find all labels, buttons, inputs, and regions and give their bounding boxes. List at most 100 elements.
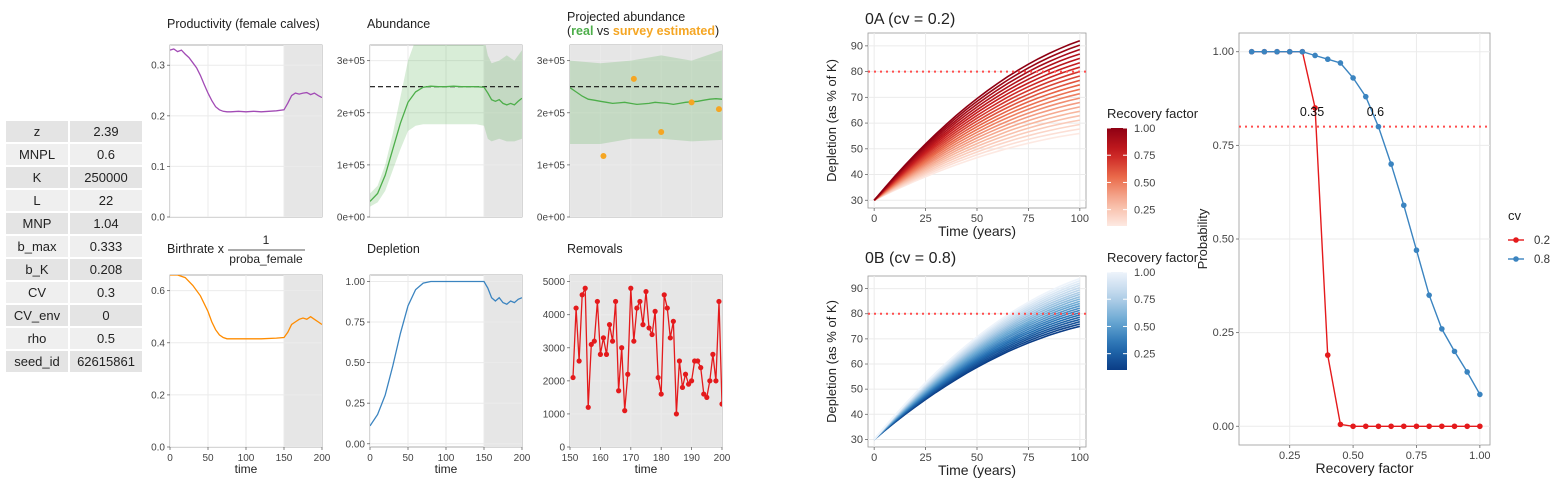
param-value: 62615861 (70, 351, 142, 374)
series-line (170, 48, 322, 113)
y-axis-label: Probability (1195, 208, 1210, 269)
confidence-band (370, 45, 522, 207)
recovery-curve (873, 123, 1080, 201)
param-name: CV (6, 282, 70, 305)
data-point (1464, 369, 1470, 375)
y-tick-label: 80 (851, 66, 863, 78)
survey-point (600, 153, 607, 160)
data-point (664, 305, 670, 311)
chart-birthrate: 0.0 0.2 0.4 0.6 0 50 100 150 200 time Birthrate x 1… (151, 233, 331, 476)
data-point (1299, 48, 1306, 55)
legend-tick-label: 0.50 (1134, 321, 1155, 333)
threshold-annotation: 0.35 (1300, 105, 1324, 119)
data-point (701, 391, 707, 397)
confidence-band (570, 50, 722, 145)
data-point (676, 358, 683, 364)
subtitle-part: survey estimated (613, 24, 715, 38)
chart-title: Productivity (female calves) (167, 17, 320, 31)
data-point (661, 292, 667, 298)
y-tick-label: 0.25 (1213, 327, 1234, 339)
data-point (1451, 423, 1458, 430)
data-point (625, 371, 631, 377)
data-point (588, 341, 594, 348)
gridlines (570, 275, 722, 447)
x-tick-label: 0 (167, 453, 173, 464)
legend-entry-label: 0.8 (1534, 254, 1550, 266)
x-tick-label: 200 (714, 453, 731, 464)
x-tick-label: 170 (622, 453, 639, 464)
x-axis-label: Time (years) (938, 462, 1016, 478)
x-tick-label: 50 (971, 213, 983, 225)
data-point (1400, 423, 1407, 430)
data-point (1312, 52, 1318, 59)
data-point (1388, 423, 1394, 430)
recovery-curve (873, 92, 1080, 201)
y-tick-label: 60 (851, 359, 863, 371)
param-value: 0 (70, 305, 142, 328)
plot-content (370, 280, 522, 427)
data-point (1350, 75, 1356, 81)
recovery-curve (873, 119, 1080, 201)
data-point (707, 378, 713, 384)
y-tick-label: 0.25 (346, 399, 366, 410)
legend-tick-label: 0.25 (1134, 349, 1155, 361)
data-point (576, 358, 582, 364)
x-tick-label: 100 (438, 453, 455, 464)
y-tick-label: 1e+05 (537, 160, 566, 171)
x-tick-label: 25 (919, 452, 931, 464)
colorbar (1107, 128, 1127, 226)
data-point (628, 285, 634, 291)
recovery-curve (873, 106, 1080, 201)
x-axis-label: time (435, 462, 458, 476)
y-tick-label: 3000 (543, 343, 566, 354)
y-tick-label: 0.75 (1213, 140, 1234, 152)
recovery-curve (873, 79, 1081, 201)
data-point (582, 285, 588, 291)
data-point (643, 288, 649, 295)
recovery-curve (873, 101, 1080, 201)
chart-removals: 0 1000 2000 3000 4000 5000 150 160 170 180 190 200 t… (543, 242, 731, 476)
param-row: MNPL 0.6 (6, 144, 142, 167)
subtitle-part: real (571, 24, 593, 38)
y-tick-label: 2e+05 (537, 108, 566, 119)
data-point (609, 338, 616, 344)
y-tick-label: 3e+05 (537, 56, 566, 67)
y-tick-label: 2e+05 (337, 108, 366, 119)
y-tick-label: 0.00 (1213, 421, 1234, 433)
param-name: CV_env (6, 305, 70, 328)
x-tick-label: 0 (871, 452, 877, 464)
series-line (370, 280, 522, 427)
data-point (613, 298, 619, 305)
param-name: rho (6, 328, 70, 351)
data-point (1388, 161, 1394, 167)
data-point (570, 374, 576, 381)
data-point (594, 298, 600, 305)
x-tick-label: 75 (1022, 213, 1034, 225)
data-point (685, 381, 692, 387)
data-point (710, 351, 716, 357)
x-tick-label: 100 (1071, 213, 1089, 225)
data-point (640, 322, 646, 328)
data-point (1261, 48, 1268, 55)
projection-shade (570, 45, 722, 217)
x-tick-label: 150 (562, 453, 579, 464)
data-point (622, 408, 628, 414)
param-value: 0.208 (70, 259, 142, 282)
y-tick-label: 0e+00 (537, 213, 566, 224)
survey-point (630, 75, 637, 82)
y-tick-label: 0.50 (346, 358, 366, 369)
recovery-curve (873, 88, 1080, 201)
data-point (667, 335, 673, 341)
legend-tick-label: 0.50 (1134, 177, 1155, 189)
recovery-curve (873, 110, 1080, 201)
x-tick-label: 160 (592, 453, 609, 464)
legend-tick-label: 1.00 (1134, 267, 1155, 279)
plot-content (170, 275, 322, 340)
y-tick-label: 1.00 (1213, 46, 1234, 58)
data-point (1337, 60, 1344, 66)
data-point (579, 292, 585, 298)
y-tick-label: 0.0 (151, 213, 165, 224)
fraction-numerator: 1 (263, 233, 270, 247)
y-tick-label: 5000 (543, 277, 566, 288)
y-tick-label: 3e+05 (337, 56, 366, 67)
